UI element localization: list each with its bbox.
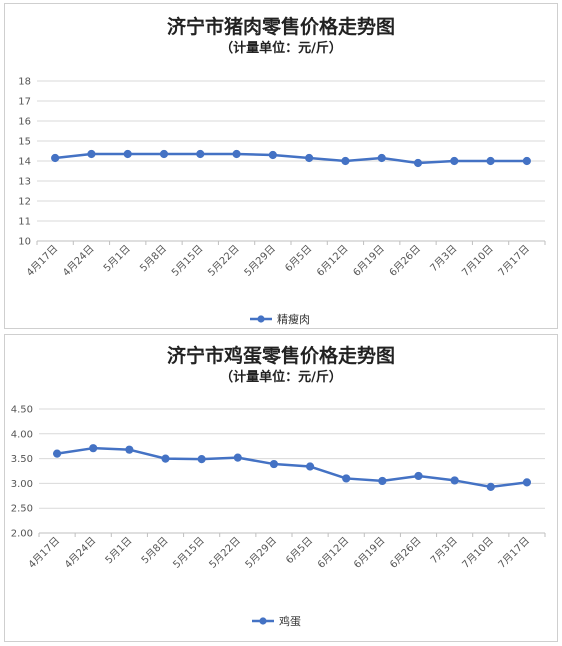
data-point (305, 462, 315, 471)
chart-title: 济宁市猪肉零售价格走势图 (166, 16, 395, 38)
x-tick-label: 6月26日 (387, 243, 423, 279)
data-point (377, 153, 386, 163)
data-point (51, 153, 60, 163)
x-tick-label: 7月3日 (428, 535, 460, 567)
x-tick-label: 5月29日 (242, 243, 278, 279)
y-tick-label: 17 (18, 97, 31, 108)
data-point (233, 453, 242, 462)
data-point (161, 454, 170, 463)
data-point (52, 449, 62, 458)
x-tick-label: 5月22日 (207, 535, 243, 571)
data-point (413, 158, 423, 168)
x-tick-label: 4月17日 (26, 535, 62, 571)
legend-marker (257, 315, 265, 323)
y-tick-label: 4.50 (11, 405, 33, 416)
data-point (378, 476, 387, 486)
y-tick-label: 13 (18, 177, 31, 188)
y-tick-label: 4.00 (11, 429, 33, 440)
data-point (486, 482, 495, 491)
x-tick-label: 6月5日 (283, 243, 315, 275)
data-point (89, 444, 98, 453)
x-tick-label: 6月12日 (314, 243, 350, 279)
y-tick-label: 3.00 (11, 479, 33, 490)
y-tick-label: 3.50 (11, 454, 33, 465)
y-tick-label: 10 (18, 237, 31, 248)
y-tick-label: 2.00 (11, 529, 33, 540)
data-point (87, 149, 96, 159)
y-tick-label: 12 (18, 197, 31, 208)
x-tick-label: 7月17日 (496, 243, 532, 279)
y-tick-label: 16 (18, 117, 31, 128)
x-tick-label: 5月8日 (137, 243, 169, 275)
data-point (197, 454, 206, 464)
egg-chart-panel: 济宁市鸡蛋零售价格走势图 （计量单位：元/斤） 2.00 2.50 3.00 3.50… (4, 334, 558, 642)
x-tick-label: 4月24日 (62, 535, 98, 571)
x-tick-label: 5月29日 (243, 535, 279, 571)
x-tick-label: 6月19日 (351, 535, 387, 571)
x-tick-label: 6月19日 (351, 243, 387, 279)
data-point (232, 149, 241, 159)
x-tick-label: 5月1日 (101, 243, 133, 275)
data-point (342, 474, 351, 483)
x-tick-label: 4月24日 (60, 243, 96, 279)
chart-title: 济宁市鸡蛋零售价格走势图 (166, 345, 395, 367)
data-point (522, 156, 531, 166)
series-line (55, 152, 527, 165)
x-tick-label: 5月8日 (139, 535, 171, 567)
data-point (450, 156, 459, 166)
chart-subtitle: （计量单位：元/斤） (220, 370, 342, 385)
data-point (159, 149, 169, 159)
data-point (268, 150, 277, 160)
x-tick-label: 7月17日 (496, 535, 532, 571)
x-tick-label: 4月17日 (24, 243, 60, 279)
data-point (522, 478, 532, 487)
pork-chart-plot: 10 11 12 13 14 15 16 17 18 4月17日 4月24日 5月1日 5月8日 5月15… (18, 77, 546, 326)
x-tick-label: 7月10日 (460, 535, 496, 571)
data-point (450, 476, 459, 485)
data-point (196, 149, 205, 159)
data-point (414, 471, 423, 481)
x-tick-label: 6月5日 (284, 535, 316, 567)
y-tick-label: 2.50 (11, 504, 33, 515)
y-tick-label: 15 (18, 137, 31, 148)
data-point (305, 153, 314, 163)
x-tick-label: 5月22日 (206, 243, 242, 279)
x-tick-label: 7月10日 (460, 243, 496, 279)
y-tick-label: 14 (18, 157, 31, 168)
x-tick-label: 5月15日 (169, 243, 205, 279)
x-tick-label: 6月26日 (387, 535, 423, 571)
x-tick-label: 6月12日 (315, 535, 351, 571)
data-point (123, 149, 132, 159)
x-tick-label: 7月3日 (428, 243, 460, 275)
data-point (125, 445, 134, 454)
legend-label: 精瘦肉 (277, 312, 310, 326)
x-tick-label: 5月1日 (103, 535, 135, 567)
x-tick-label: 5月15日 (171, 535, 207, 571)
data-point (341, 156, 350, 166)
legend-label: 鸡蛋 (279, 614, 301, 628)
data-point (269, 459, 279, 469)
pork-chart-panel: 济宁市猪肉零售价格走势图 （计量单位：元/斤） 10 11 12 13 14 15 16 17… (4, 3, 558, 329)
chart-subtitle: （计量单位：元/斤） (220, 41, 342, 56)
legend-marker (259, 617, 267, 625)
y-tick-label: 18 (18, 77, 31, 88)
data-point (486, 156, 495, 166)
series-line (56, 446, 528, 489)
y-tick-label: 11 (18, 217, 31, 228)
